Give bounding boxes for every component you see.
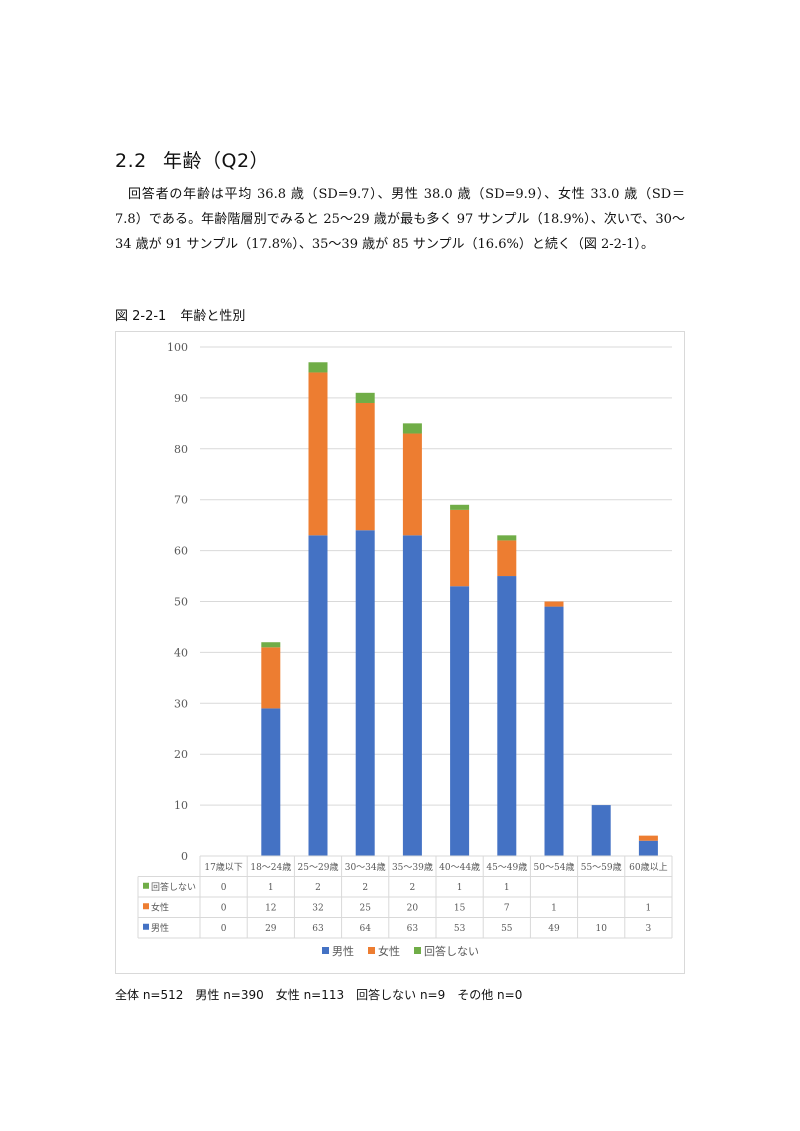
table-series-name-回答しない: 回答しない <box>151 881 196 893</box>
y-tick-label-40: 40 <box>174 646 188 659</box>
legend-swatch-男性 <box>322 947 329 954</box>
y-tick-label-10: 10 <box>174 799 188 812</box>
data-label-女性-9: 1 <box>646 903 652 913</box>
bar-男性-4 <box>402 535 422 856</box>
category-label-9: 60歳以上 <box>629 861 667 873</box>
bar-男性-5 <box>450 586 470 856</box>
y-tick-label-80: 80 <box>174 443 188 456</box>
legend-label-回答しない: 回答しない <box>424 944 479 958</box>
bar-回答しない-3 <box>355 392 375 403</box>
y-tick-label-0: 0 <box>181 850 188 863</box>
y-tick-label-30: 30 <box>174 697 188 710</box>
data-label-男性-9: 3 <box>646 924 652 934</box>
bar-回答しない-6 <box>497 535 517 541</box>
bar-回答しない-5 <box>450 504 470 510</box>
data-label-回答しない-1: 1 <box>268 883 274 893</box>
data-label-男性-4: 63 <box>407 924 419 934</box>
bar-男性-7 <box>544 606 564 856</box>
data-label-男性-8: 10 <box>595 924 607 934</box>
data-label-女性-0: 0 <box>221 903 227 913</box>
bar-女性-3 <box>355 402 375 531</box>
figure-number: 図 2-2-1 <box>115 309 167 324</box>
data-label-回答しない-3: 2 <box>362 883 368 893</box>
category-label-0: 17歳以下 <box>204 861 242 873</box>
data-label-回答しない-2: 2 <box>315 883 321 893</box>
category-label-7: 50〜54歳 <box>534 861 575 873</box>
data-label-女性-1: 12 <box>265 903 276 913</box>
table-series-name-女性: 女性 <box>151 901 169 913</box>
table-legend-key-女性 <box>143 903 149 910</box>
y-tick-label-20: 20 <box>174 748 188 761</box>
data-label-男性-1: 29 <box>265 924 277 934</box>
bar-男性-1 <box>261 708 281 856</box>
table-legend-key-男性 <box>143 923 149 930</box>
data-label-女性-3: 25 <box>359 903 371 913</box>
category-label-4: 35〜39歳 <box>392 861 433 873</box>
bar-男性-8 <box>591 805 611 856</box>
category-label-3: 30〜34歳 <box>345 861 386 873</box>
data-label-男性-2: 63 <box>312 924 324 934</box>
bar-男性-2 <box>308 535 328 856</box>
figure-caption: 図 2-2-1 年齢と性別 <box>115 305 245 324</box>
category-label-8: 55〜59歳 <box>581 861 622 873</box>
legend-swatch-回答しない <box>414 947 421 954</box>
section-number: 2.2 <box>115 150 147 172</box>
legend-swatch-女性 <box>368 947 375 954</box>
table-legend-key-回答しない <box>143 882 149 889</box>
bar-回答しない-4 <box>402 423 422 434</box>
y-tick-label-70: 70 <box>174 494 188 507</box>
data-label-男性-3: 64 <box>359 924 371 934</box>
category-label-5: 40〜44歳 <box>439 861 480 873</box>
table-series-name-男性: 男性 <box>151 922 169 934</box>
body-paragraph: 回答者の年齢は平均 36.8 歳（SD=9.7）、男性 38.0 歳（SD=9.… <box>115 182 685 257</box>
data-label-女性-6: 7 <box>504 903 510 913</box>
bar-女性-1 <box>261 647 281 709</box>
data-label-男性-0: 0 <box>221 924 227 934</box>
sample-size-note: 全体 n=512 男性 n=390 女性 n=113 回答しない n=9 その他… <box>115 988 523 1002</box>
bar-女性-7 <box>544 601 564 607</box>
bar-回答しない-2 <box>308 362 328 373</box>
data-label-女性-2: 32 <box>312 903 323 913</box>
bar-回答しない-1 <box>261 642 281 648</box>
bar-男性-9 <box>638 840 658 856</box>
section-title: 年齢（Q2） <box>163 150 270 172</box>
bar-女性-2 <box>308 372 328 536</box>
data-label-男性-7: 49 <box>548 924 560 934</box>
paragraph-text: 回答者の年齢は平均 36.8 歳（SD=9.7）、男性 38.0 歳（SD=9.… <box>115 187 685 252</box>
category-label-1: 18〜24歳 <box>250 861 291 873</box>
bar-女性-6 <box>497 540 517 577</box>
bar-男性-6 <box>497 576 517 856</box>
data-label-男性-6: 55 <box>501 924 513 934</box>
y-tick-label-100: 100 <box>167 341 188 354</box>
data-label-女性-4: 20 <box>407 903 419 913</box>
bar-男性-3 <box>355 530 375 856</box>
y-tick-label-50: 50 <box>174 596 188 609</box>
bar-女性-4 <box>402 433 422 536</box>
legend-label-女性: 女性 <box>378 944 400 958</box>
category-label-2: 25〜29歳 <box>298 861 339 873</box>
bar-女性-5 <box>450 509 470 587</box>
figure-title: 年齢と性別 <box>180 309 246 324</box>
y-tick-label-90: 90 <box>174 392 188 405</box>
section-heading: 2.2 年齢（Q2） <box>115 146 269 173</box>
data-label-回答しない-6: 1 <box>504 883 510 893</box>
data-label-女性-5: 15 <box>454 903 466 913</box>
data-label-回答しない-0: 0 <box>221 883 227 893</box>
data-label-女性-7: 1 <box>551 903 557 913</box>
chart-frame: 0 10 20 30 40 50 60 70 80 90 100 17歳以下 18〜24歳 25〜29歳 3… <box>115 331 685 974</box>
category-label-6: 45〜49歳 <box>486 861 527 873</box>
data-label-回答しない-4: 2 <box>410 883 416 893</box>
data-label-回答しない-5: 1 <box>457 883 463 893</box>
data-label-男性-5: 53 <box>454 924 466 934</box>
y-tick-label-60: 60 <box>174 545 188 558</box>
legend-label-男性: 男性 <box>332 944 354 958</box>
bar-女性-9 <box>638 835 658 841</box>
